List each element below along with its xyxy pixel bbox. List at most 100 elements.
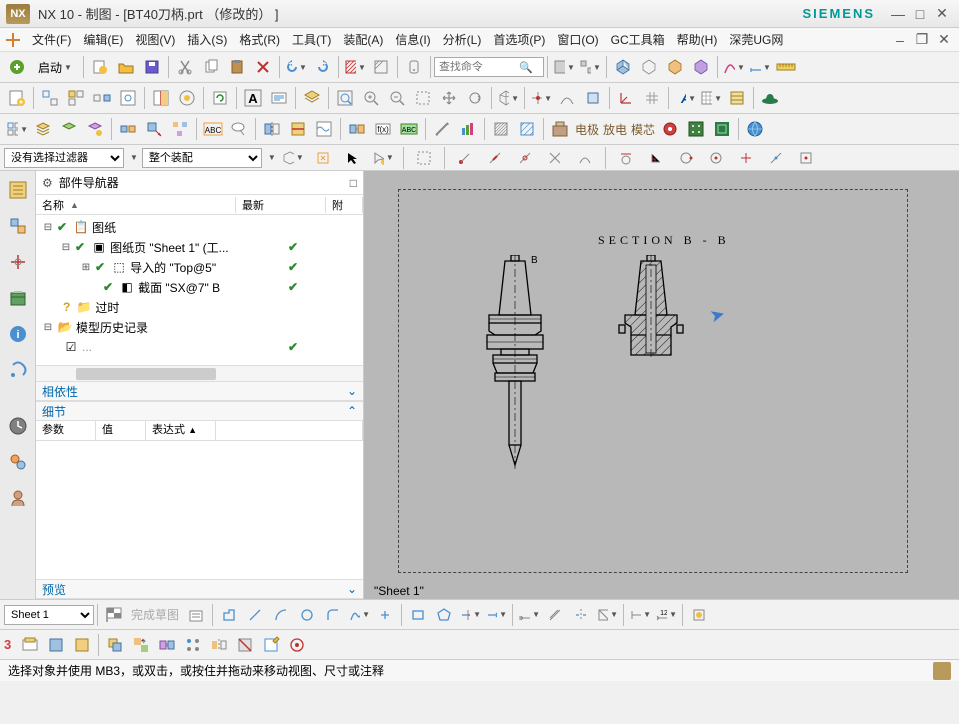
reflect-button[interactable] [260, 117, 284, 141]
mirror-asm-button[interactable] [207, 633, 231, 657]
maximize-button[interactable]: □ [909, 5, 931, 23]
cam-button[interactable] [710, 117, 734, 141]
assy-move-button[interactable] [142, 117, 166, 141]
curve1-button[interactable]: ▼ [722, 55, 746, 79]
dependency-section[interactable]: 相依性⌄ [36, 381, 363, 401]
snap-curve2-button[interactable] [573, 146, 597, 170]
circle-button[interactable] [295, 603, 319, 627]
hd3d-tab[interactable]: i [5, 321, 31, 347]
snap-pole-button[interactable] [764, 146, 788, 170]
wcs-button[interactable] [614, 86, 638, 110]
mdi-restore-button[interactable]: ❐ [911, 31, 933, 49]
make-symmetric-button[interactable] [569, 603, 593, 627]
point-button[interactable] [373, 603, 397, 627]
trim-button[interactable]: ▼ [458, 603, 482, 627]
iso4-button[interactable] [689, 55, 713, 79]
slice-button[interactable] [286, 117, 310, 141]
mdi-minimize-button[interactable]: – [889, 31, 911, 49]
paste-button[interactable] [225, 55, 249, 79]
attach-button[interactable] [687, 603, 711, 627]
menu-info[interactable]: 信息(I) [389, 29, 436, 50]
snap-intersect-button[interactable] [543, 146, 567, 170]
snap-plus-button[interactable] [734, 146, 758, 170]
snap-exist-button[interactable] [704, 146, 728, 170]
menu-preferences[interactable]: 首选项(P) [487, 29, 551, 50]
layer-visible-button[interactable] [83, 117, 107, 141]
iso3-button[interactable] [663, 55, 687, 79]
callout-button[interactable] [227, 117, 251, 141]
finish-sketch-flag[interactable] [102, 603, 126, 627]
zoom-fit-button[interactable] [333, 86, 357, 110]
box-yellow-button[interactable] [70, 633, 94, 657]
menu-edit[interactable]: 编辑(E) [77, 29, 129, 50]
text-preview-button[interactable] [267, 86, 291, 110]
view-button-3[interactable] [90, 86, 114, 110]
hatch-red-button[interactable]: ▼ [343, 55, 367, 79]
menu-gc-toolbox[interactable]: GC工具箱 [605, 29, 671, 50]
view2-button[interactable]: ▼ [578, 55, 602, 79]
rectangle-button[interactable] [406, 603, 430, 627]
constraint-navigator-tab[interactable] [5, 249, 31, 275]
analyze-button[interactable] [456, 117, 480, 141]
sectionview-button[interactable] [149, 86, 173, 110]
globe-button[interactable] [743, 117, 767, 141]
suppress-button[interactable] [233, 633, 257, 657]
menu-file[interactable]: 文件(F) [26, 29, 77, 50]
sheet-selector[interactable]: Sheet 1 [4, 605, 94, 625]
extend-button[interactable]: ▼ [484, 603, 508, 627]
menu-window[interactable]: 窗口(O) [551, 29, 604, 50]
cut-button[interactable] [173, 55, 197, 79]
zoom-window-button[interactable] [411, 86, 435, 110]
assy-constraint-button[interactable] [116, 117, 140, 141]
text-A-button[interactable]: A [241, 86, 265, 110]
expression-button[interactable]: f(x) [371, 117, 395, 141]
snap-quadrant-button[interactable] [674, 146, 698, 170]
iso2-button[interactable] [637, 55, 661, 79]
roles-tab[interactable] [5, 485, 31, 511]
col-attr[interactable]: 附 [326, 197, 363, 213]
view-button-4[interactable] [116, 86, 140, 110]
hatch2-button[interactable] [515, 117, 539, 141]
tree-section[interactable]: ✔◧截面 "SX@7" B✔ [36, 277, 363, 297]
hatch-outline-button[interactable] [369, 55, 393, 79]
line-button[interactable] [243, 603, 267, 627]
assembly-navigator-tab[interactable] [5, 213, 31, 239]
assembly-scope-combo[interactable]: 整个装配 [142, 148, 262, 168]
snap-curve-button[interactable] [555, 86, 579, 110]
spline-button[interactable]: ▼ [347, 603, 371, 627]
launch-button[interactable]: 启动▼ [31, 55, 79, 79]
pattern-button[interactable] [181, 633, 205, 657]
open-button[interactable] [114, 55, 138, 79]
update-views-button[interactable] [208, 86, 232, 110]
pcb-button[interactable] [684, 117, 708, 141]
redo-button[interactable] [310, 55, 334, 79]
history-tab[interactable] [5, 413, 31, 439]
layer-settings-button[interactable] [57, 117, 81, 141]
new-button[interactable] [88, 55, 112, 79]
close-button[interactable]: ✕ [931, 5, 953, 23]
abc-tag-button[interactable]: ABC [397, 117, 421, 141]
layers-stack-button[interactable] [31, 117, 55, 141]
highlight-button[interactable] [311, 146, 335, 170]
zoom-out-button[interactable] [385, 86, 409, 110]
replace-button[interactable] [129, 633, 153, 657]
tree-collapse-button[interactable]: ▼ [5, 117, 29, 141]
quickpick-button[interactable]: ▼ [371, 146, 395, 170]
edm-label[interactable]: 放电 [603, 121, 627, 138]
menu-help[interactable]: 帮助(H) [671, 29, 724, 50]
search-icon[interactable]: 🔍 [519, 61, 533, 74]
menu-assembly[interactable]: 装配(A) [337, 29, 389, 50]
tree-root-drawing[interactable]: ⊟✔📋图纸 [36, 217, 363, 237]
layers-button[interactable] [300, 86, 324, 110]
tree-history[interactable]: ⊟📂模型历史记录 [36, 317, 363, 337]
tree-history-item[interactable]: ☑...✔ [36, 337, 363, 357]
study-button[interactable] [18, 633, 42, 657]
abc-label-button[interactable]: ABC [201, 117, 225, 141]
detail-col-expr[interactable]: 表达式 ▲ [146, 421, 216, 440]
snap-point-button[interactable]: ▼ [529, 86, 553, 110]
sketch-options-button[interactable] [184, 603, 208, 627]
col-latest[interactable]: 最新 [236, 197, 326, 213]
start-icon[interactable] [5, 55, 29, 79]
menu-analysis[interactable]: 分析(L) [437, 29, 488, 50]
annotation-A-button[interactable]: A▼ [673, 86, 697, 110]
